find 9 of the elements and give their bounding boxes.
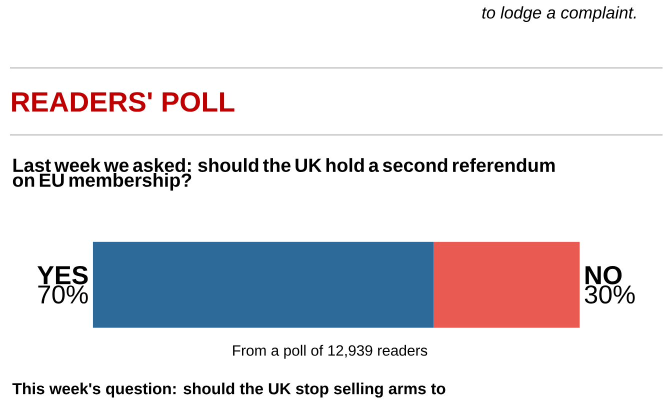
chart-title: READERS' POLL	[12, 92, 234, 112]
text: to lodge a complaint.	[482, 6, 636, 22]
chart-subtitle: Last week we asked: should the UK hold a second referendum on EU membership?	[12, 158, 555, 191]
series-label: NO	[586, 266, 622, 284]
text: From a poll of 12,939 readers	[233, 344, 428, 359]
text: This week's question: should the UK stop selling arms to	[12, 382, 446, 398]
data-label: 30%	[584, 285, 635, 304]
data-label: 70%	[38, 285, 88, 304]
series-label: YES	[37, 266, 88, 284]
